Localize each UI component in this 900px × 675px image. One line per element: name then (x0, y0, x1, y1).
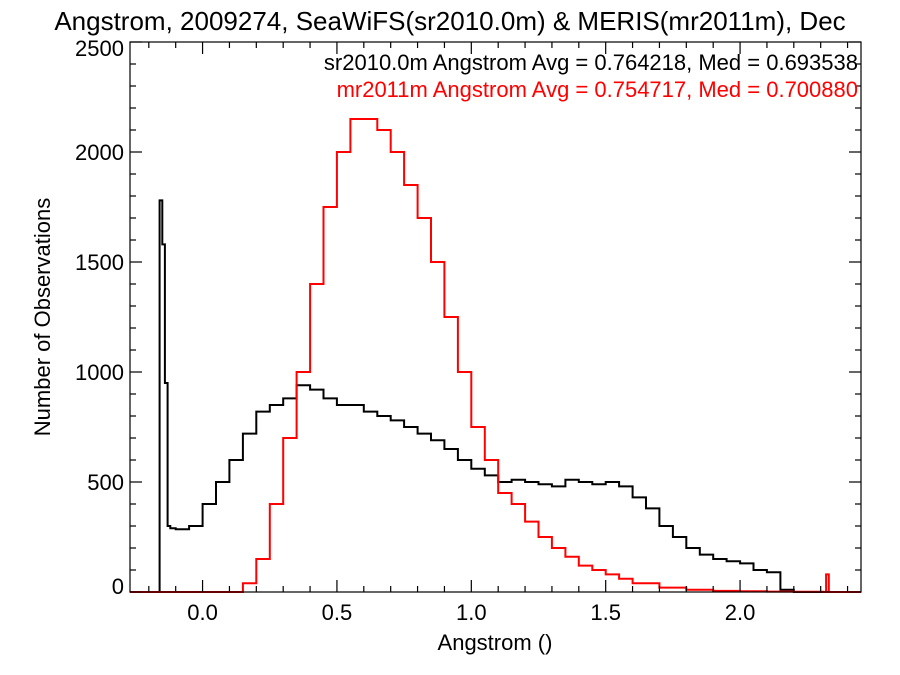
y-tick-label: 1000 (75, 360, 124, 385)
plot-frame (129, 41, 862, 593)
y-tick-label: 500 (87, 470, 124, 495)
x-tick-label: 2.0 (725, 600, 756, 625)
y-tick-label: 1500 (75, 250, 124, 275)
series-2-line (130, 118, 861, 593)
x-axis-label: Angstrom () (438, 630, 553, 655)
y-axis-label: Number of Observations (30, 198, 55, 436)
y-tick-label: 2500 (75, 36, 124, 61)
y-tick-label: 2000 (75, 140, 124, 165)
ticks-layer: 0.0 0.5 1.0 1.5 2.0 0 500 1000 1500 2000 2500 (75, 36, 861, 625)
series-1-line (148, 199, 861, 593)
y-tick-label: 0 (112, 574, 124, 599)
series-layer (130, 118, 861, 593)
x-tick-label: 1.0 (456, 600, 487, 625)
legend-text-series-1: sr2010.0m Angstrom Avg = 0.764218, Med =… (324, 50, 858, 75)
x-tick-label: 0.0 (187, 600, 218, 625)
chart-title: Angstrom, 2009274, SeaWiFS(sr2010.0m) & … (54, 6, 845, 36)
x-tick-label: 1.5 (590, 600, 621, 625)
legend-text-series-2: mr2011m Angstrom Avg = 0.754717, Med = 0… (337, 77, 858, 102)
x-tick-label: 0.5 (322, 600, 353, 625)
